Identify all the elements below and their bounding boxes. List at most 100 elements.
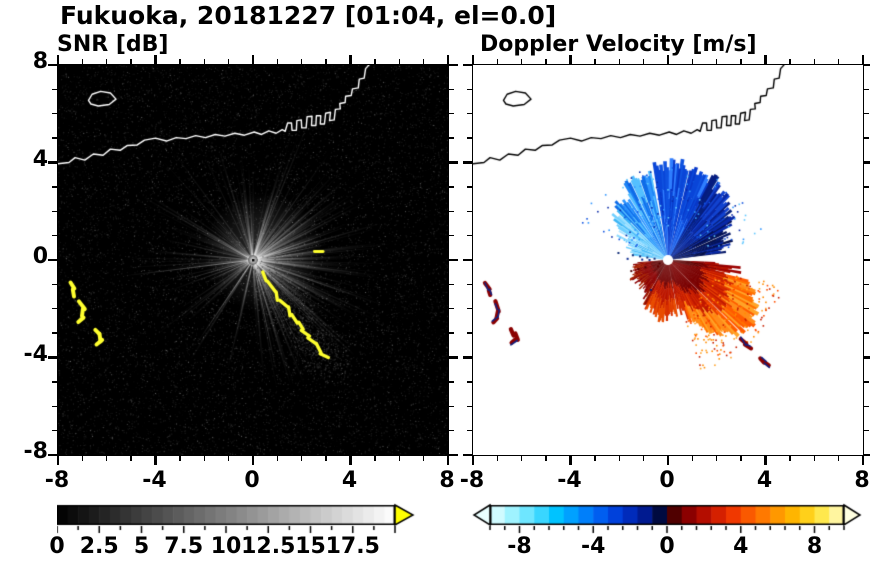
snr-colorbar — [57, 502, 431, 538]
snr-heatmap-canvas — [58, 65, 448, 455]
colorbar-tick-label: 2.5 — [79, 534, 119, 559]
axis-tick — [716, 456, 718, 461]
axis-tick — [864, 308, 869, 310]
x-tick-label: 4 — [341, 468, 358, 493]
axis-tick — [48, 453, 57, 457]
axis-tick — [179, 59, 181, 64]
axis-tick — [864, 234, 869, 237]
figure-title: Fukuoka, 20181227 [01:04, el=0.0] — [60, 1, 557, 30]
axis-tick — [618, 59, 620, 64]
axis-tick — [449, 161, 458, 164]
axis-tick — [864, 137, 869, 139]
axis-tick — [666, 456, 670, 465]
axis-tick — [496, 456, 499, 461]
x-tick-label: 4 — [756, 468, 773, 493]
axis-tick — [837, 456, 840, 461]
axis-tick — [374, 59, 376, 64]
axis-tick — [449, 453, 458, 457]
doppler-colorbar — [472, 502, 862, 538]
axis-tick — [467, 234, 472, 237]
axis-tick — [716, 59, 718, 64]
axis-tick — [449, 210, 454, 212]
doppler-heatmap-canvas — [473, 65, 863, 455]
axis-tick — [276, 456, 279, 461]
axis-tick — [813, 59, 815, 64]
axis-tick — [467, 405, 472, 407]
x-tick-label: -4 — [142, 468, 167, 493]
axis-tick — [154, 55, 157, 64]
axis-tick — [349, 55, 352, 64]
axis-tick — [398, 59, 400, 64]
axis-tick — [179, 456, 181, 461]
axis-tick — [545, 456, 547, 461]
axis-tick — [861, 456, 865, 465]
doppler-ppi-plot — [463, 55, 870, 465]
axis-tick — [52, 210, 57, 212]
axis-tick — [449, 88, 454, 91]
axis-tick — [52, 332, 57, 334]
axis-tick — [740, 456, 742, 461]
axis-tick — [52, 429, 57, 432]
axis-tick — [48, 356, 57, 359]
axis-tick — [449, 137, 454, 139]
colorbar-tick-label: 17.5 — [325, 534, 380, 559]
axis-tick — [449, 283, 454, 286]
axis-tick — [521, 59, 523, 64]
colorbar-tick-label: 0 — [49, 534, 65, 559]
axis-tick — [463, 258, 472, 262]
axis-tick — [837, 59, 840, 64]
axis-tick — [106, 456, 108, 461]
axis-tick — [422, 456, 425, 461]
axis-tick — [864, 210, 869, 212]
axis-tick — [446, 456, 450, 465]
axis-tick — [398, 456, 400, 461]
colorbar-tick-label: 8 — [806, 534, 823, 559]
y-tick-label: -8 — [23, 439, 48, 464]
axis-tick — [521, 456, 523, 461]
axis-tick — [227, 456, 230, 461]
axis-tick — [545, 59, 547, 64]
axis-tick — [740, 59, 742, 64]
axis-tick — [642, 456, 645, 461]
axis-tick — [463, 356, 472, 359]
axis-tick — [449, 308, 454, 310]
axis-tick — [52, 186, 57, 188]
y-tick-label: 8 — [32, 49, 48, 74]
axis-tick — [691, 456, 694, 461]
axis-tick — [467, 186, 472, 188]
colorbar-tick-label: 10 — [210, 534, 242, 559]
axis-tick — [449, 356, 458, 359]
axis-tick — [446, 55, 450, 64]
axis-tick — [449, 63, 458, 67]
axis-tick — [467, 308, 472, 310]
axis-tick — [251, 456, 255, 465]
x-tick-label: -8 — [459, 468, 485, 493]
axis-tick — [496, 59, 499, 64]
axis-tick — [449, 332, 454, 334]
axis-tick — [864, 453, 870, 457]
axis-tick — [81, 59, 84, 64]
axis-tick — [569, 55, 572, 64]
y-tick-label: 0 — [32, 244, 48, 269]
axis-tick — [203, 456, 205, 461]
axis-tick — [467, 429, 472, 432]
colorbar-tick-label: 15 — [295, 534, 326, 559]
axis-tick — [374, 456, 376, 461]
axis-tick — [81, 456, 84, 461]
axis-tick — [449, 381, 454, 383]
axis-tick — [449, 258, 458, 262]
axis-tick — [594, 59, 596, 64]
axis-tick — [864, 429, 869, 432]
axis-tick — [48, 161, 57, 164]
y-tick-label: -4 — [23, 341, 48, 367]
axis-tick — [764, 55, 767, 64]
axis-tick — [106, 59, 108, 64]
axis-tick — [449, 429, 454, 432]
axis-tick — [463, 161, 472, 164]
axis-tick — [764, 456, 767, 465]
axis-tick — [52, 405, 57, 407]
axis-tick — [301, 456, 303, 461]
axis-tick — [864, 186, 869, 188]
axis-tick — [471, 55, 475, 64]
